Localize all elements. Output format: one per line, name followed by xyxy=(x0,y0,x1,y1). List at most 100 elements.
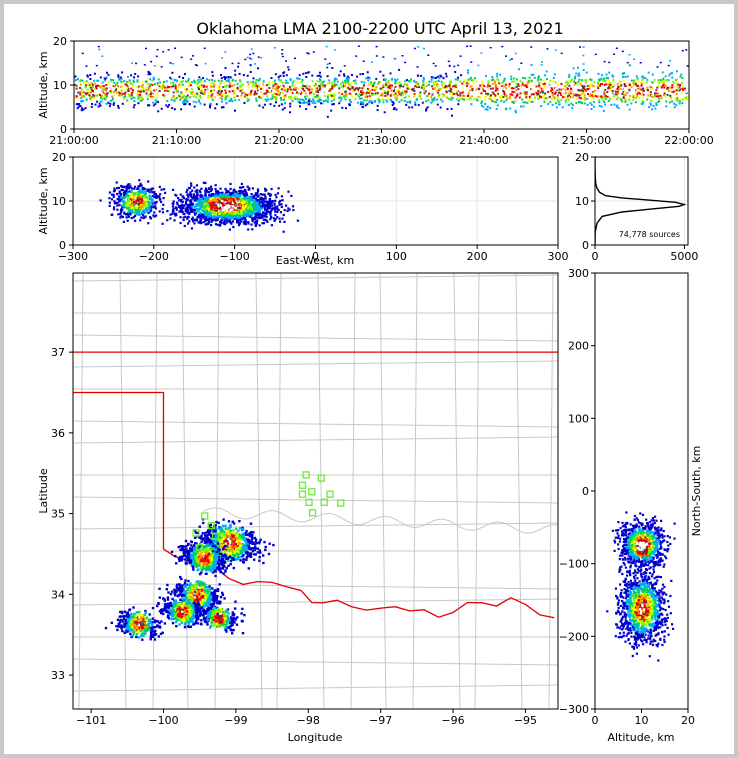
time-source-point xyxy=(239,85,241,88)
time-source-point xyxy=(549,79,552,82)
east-west-source-point xyxy=(134,219,137,222)
time-source-point xyxy=(568,73,571,76)
time-source-point xyxy=(312,98,314,101)
time-source-point xyxy=(674,89,676,92)
time-source-point xyxy=(608,89,611,92)
time-source-point xyxy=(414,103,417,106)
time-source-point xyxy=(603,60,606,63)
east-west-source-point xyxy=(193,222,196,225)
time-source-point xyxy=(365,98,368,101)
time-source-point xyxy=(440,75,443,78)
east-west-source-point xyxy=(158,185,161,188)
time-source-point xyxy=(311,74,314,77)
time-source-point xyxy=(185,80,188,83)
time-source-point xyxy=(637,91,640,94)
time-source-point xyxy=(147,104,149,107)
time-source-point xyxy=(75,85,78,88)
time-source-point xyxy=(273,96,276,99)
time-source-point xyxy=(428,88,431,91)
east-west-source-point xyxy=(237,221,240,224)
time-source-point xyxy=(449,82,452,85)
time-source-point xyxy=(117,89,120,92)
east-west-source-point xyxy=(115,181,118,184)
time-source-point xyxy=(377,83,380,85)
time-source-point xyxy=(484,99,487,102)
time-source-point xyxy=(192,55,194,57)
east-west-source-point xyxy=(166,210,169,213)
time-source-point xyxy=(145,92,148,95)
east-west-source-point xyxy=(233,195,236,198)
time-source-point xyxy=(384,94,387,97)
east-west-source-point xyxy=(196,189,199,192)
time-source-point xyxy=(274,99,277,102)
time-source-point xyxy=(283,86,286,89)
east-west-source-point xyxy=(172,188,175,191)
time-source-point xyxy=(79,89,82,91)
time-source-point xyxy=(260,57,263,59)
time-source-point xyxy=(79,93,82,96)
east-west-source-point xyxy=(201,197,204,200)
east-west-source-point xyxy=(227,201,230,205)
east-west-source-point xyxy=(147,200,150,204)
time-source-point xyxy=(322,88,325,91)
time-source-point xyxy=(278,93,281,96)
histogram-line-group xyxy=(595,157,687,245)
time-source-point xyxy=(650,99,653,102)
time-source-point xyxy=(254,90,257,93)
time-source-point xyxy=(621,100,624,103)
east-west-source-point xyxy=(191,189,194,192)
east-west-source-point xyxy=(116,201,119,204)
time-source-point xyxy=(422,76,425,79)
time-source-point xyxy=(565,84,568,87)
time-source-point xyxy=(303,102,306,105)
east-west-source-point xyxy=(267,210,270,213)
time-source-point xyxy=(372,85,374,88)
east-west-source-point xyxy=(139,193,142,196)
time-source-point xyxy=(617,86,620,88)
time-source-point xyxy=(97,79,100,82)
east-west-source-point xyxy=(138,210,141,213)
time-source-point xyxy=(256,89,259,92)
time-source-point xyxy=(548,93,551,96)
time-source-point xyxy=(561,96,564,99)
time-source-point xyxy=(361,105,364,108)
east-west-source-point xyxy=(154,193,157,196)
time-source-point xyxy=(322,91,325,94)
time-source-point xyxy=(604,96,606,99)
time-source-point xyxy=(585,89,588,92)
east-west-source-point xyxy=(142,200,145,204)
time-source-point xyxy=(445,96,448,99)
time-source-point xyxy=(666,92,669,95)
time-source-point xyxy=(368,83,371,86)
east-west-source-point xyxy=(195,197,198,200)
time-source-point xyxy=(331,67,334,69)
time-source-point xyxy=(173,100,176,102)
time-source-point xyxy=(291,84,294,87)
time-source-point xyxy=(470,103,473,106)
east-west-source-point xyxy=(240,182,243,186)
time-source-point xyxy=(255,100,258,102)
east-west-source-point xyxy=(239,219,242,222)
time-source-point xyxy=(449,92,451,95)
time-source-point xyxy=(346,78,349,81)
time-source-point xyxy=(115,88,118,91)
time-source-point xyxy=(513,92,516,95)
time-source-point xyxy=(193,105,196,108)
time-source-point xyxy=(577,89,580,92)
time-source-point xyxy=(336,80,339,83)
east-west-source-point xyxy=(219,211,222,214)
time-source-point xyxy=(428,83,430,86)
time-source-point xyxy=(317,91,320,93)
time-source-point xyxy=(528,76,531,79)
east-west-source-point xyxy=(265,212,268,215)
time-source-point xyxy=(581,89,584,92)
east-west-source-point xyxy=(265,219,268,222)
time-source-point xyxy=(294,57,296,60)
time-source-point xyxy=(409,101,412,104)
time-source-point xyxy=(640,88,643,91)
time-source-point xyxy=(404,80,407,83)
time-source-point xyxy=(581,79,583,82)
time-source-point xyxy=(305,86,308,89)
east-west-source-point xyxy=(244,197,247,201)
east-west-source-point xyxy=(182,197,185,200)
